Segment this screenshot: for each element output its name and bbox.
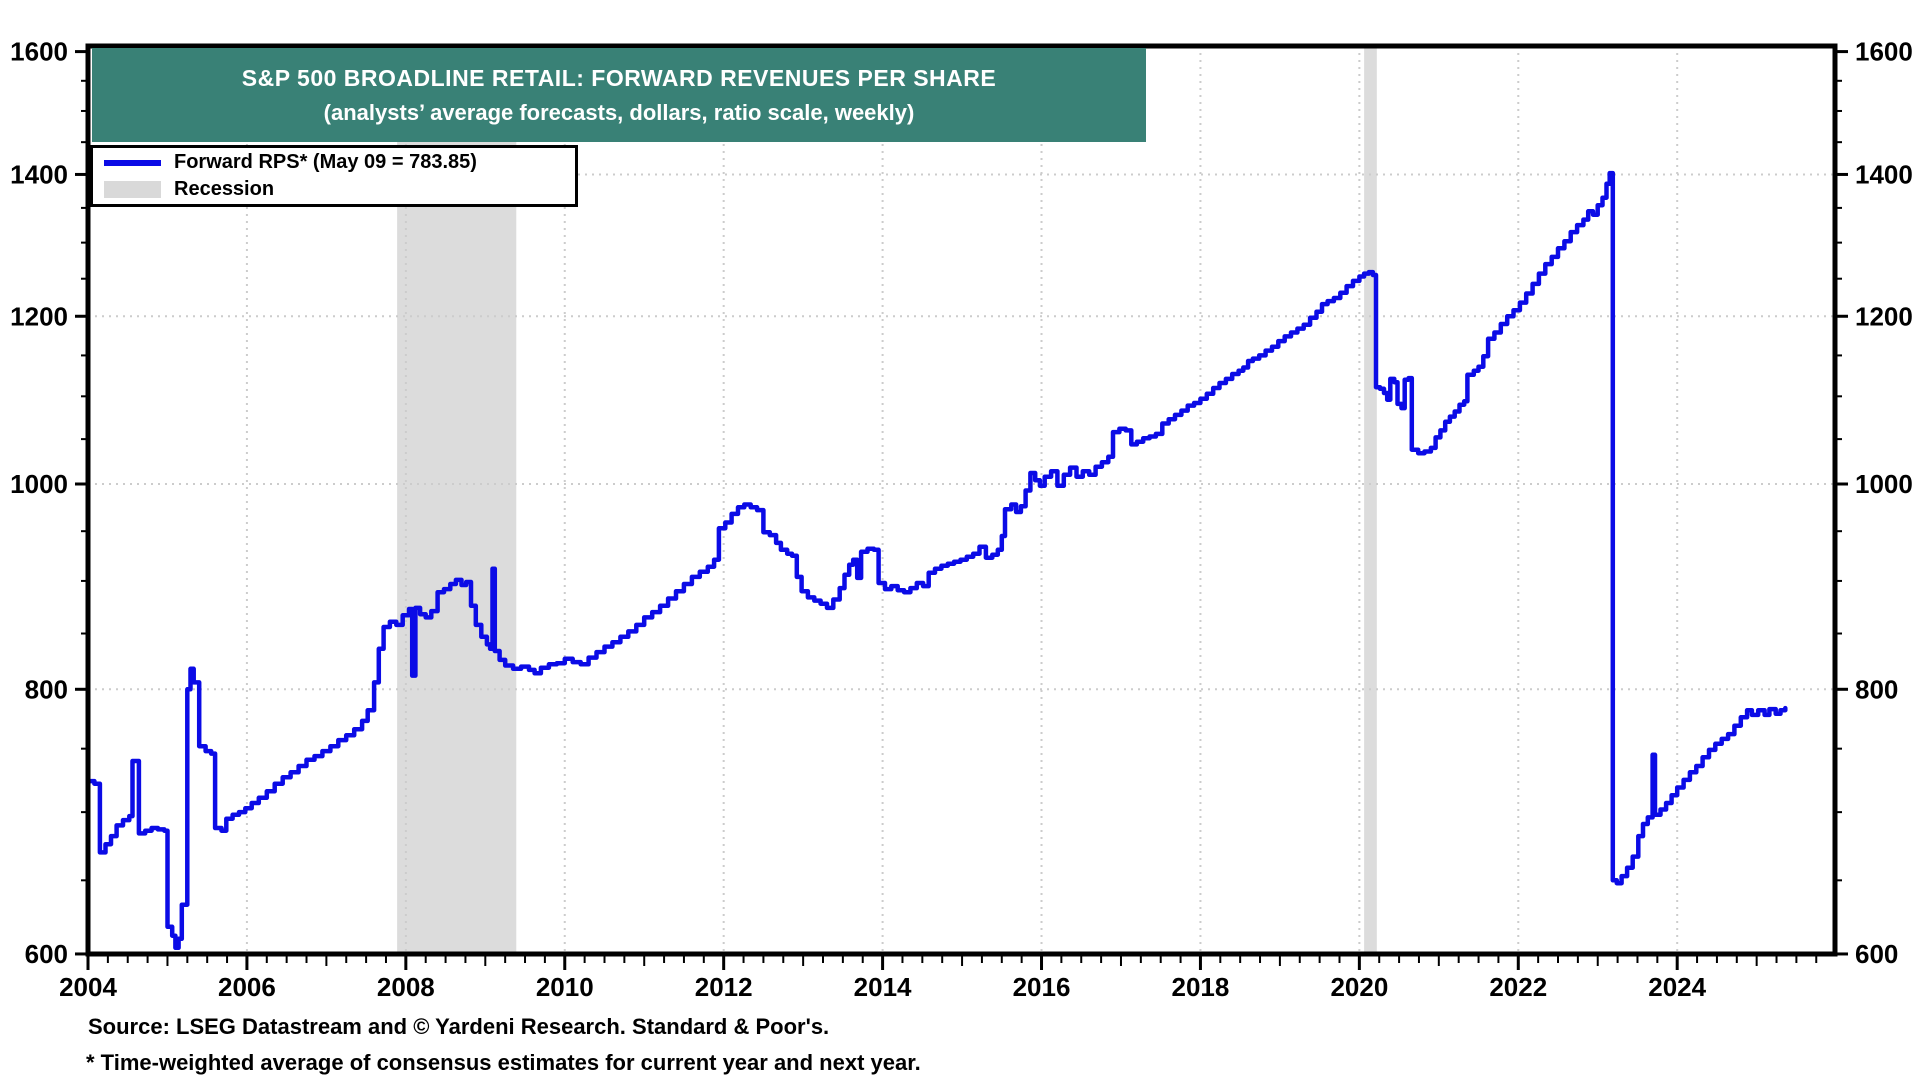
tick-label: 1200	[10, 301, 68, 331]
tick-label: 2010	[536, 972, 594, 1002]
source-text: Source: LSEG Datastream and © Yardeni Re…	[88, 1014, 830, 1039]
gridlines	[88, 46, 1835, 954]
tick-label: 1400	[10, 159, 68, 189]
legend: Forward RPS* (May 09 = 783.85) Recession	[90, 145, 578, 207]
tick-label: 2006	[218, 972, 276, 1002]
tick-label: 2018	[1172, 972, 1230, 1002]
axis-ticks	[75, 50, 1848, 970]
recession-legend-label: Recession	[174, 178, 275, 200]
forward-rps-path	[85, 170, 1788, 951]
tick-label: 1600	[10, 37, 68, 67]
tick-label: 2024	[1648, 972, 1706, 1002]
tick-label: 1600	[1855, 37, 1913, 67]
tick-label: 2008	[377, 972, 435, 1002]
tick-label: 2022	[1489, 972, 1547, 1002]
chart-title-banner: S&P 500 BROADLINE RETAIL: FORWARD REVENU…	[92, 48, 1146, 142]
footnote-text: * Time-weighted average of consensus est…	[86, 1050, 921, 1075]
tick-label: 600	[25, 939, 68, 969]
tick-label: 1400	[1855, 159, 1913, 189]
plot-frame	[85, 43, 1838, 957]
legend-row-forward-rps: Forward RPS* (May 09 = 783.85)	[104, 151, 575, 174]
tick-label: 800	[1855, 674, 1898, 704]
chart-title: S&P 500 BROADLINE RETAIL: FORWARD REVENU…	[241, 64, 997, 91]
axis-tick-labels: 600 600 800 800 1000 1000 1200 1200 1400 1400 1600…	[10, 37, 1913, 1002]
tick-label: 800	[25, 674, 68, 704]
tick-label: 1200	[1855, 301, 1913, 331]
tick-label: 600	[1855, 939, 1898, 969]
tick-label: 2020	[1330, 972, 1388, 1002]
tick-label: 2004	[59, 972, 117, 1002]
chart-subtitle: (analysts’ average forecasts, dollars, r…	[323, 99, 915, 125]
tick-label: 2016	[1013, 972, 1071, 1002]
tick-label: 2012	[695, 972, 753, 1002]
forward-rps-line	[85, 170, 1788, 951]
tick-label: 1000	[1855, 469, 1913, 499]
forward-rps-legend-label: Forward RPS* (May 09 = 783.85)	[174, 151, 477, 173]
legend-row-recession: Recession	[104, 178, 575, 201]
tick-label: 1000	[10, 469, 68, 499]
recession-band	[1364, 46, 1377, 954]
tick-label: 2014	[854, 972, 912, 1002]
forward-rps-line-swatch	[104, 159, 161, 166]
recession-swatch	[104, 181, 161, 198]
